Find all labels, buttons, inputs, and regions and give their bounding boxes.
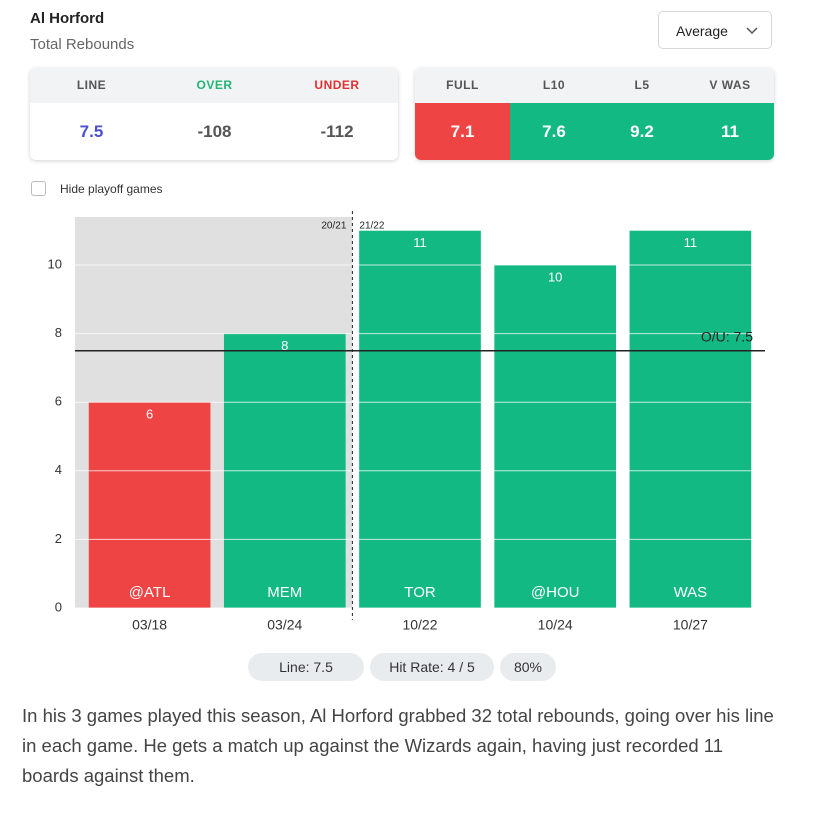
- opponent-label: WAS: [674, 584, 708, 601]
- x-tick-label: 10/22: [402, 617, 437, 633]
- odds-header: [30, 68, 398, 103]
- y-tick-label: 6: [55, 394, 62, 409]
- bar: [629, 230, 752, 608]
- hit-percent-pill: 80%: [500, 653, 556, 681]
- odds-card: LINE OVER UNDER 7.5 -108 -112: [30, 68, 398, 160]
- season-label: 21/22: [359, 221, 384, 232]
- season-label: 20/21: [321, 221, 346, 232]
- analysis-text: In his 3 games played this season, Al Ho…: [22, 705, 774, 786]
- stat-name: Total Rebounds: [30, 36, 135, 53]
- odds-header-cell: UNDER: [314, 78, 360, 92]
- bar: [359, 230, 481, 608]
- x-tick-label: 03/18: [132, 617, 167, 633]
- value-label: 6: [146, 407, 153, 422]
- x-tick-label: 10/27: [673, 617, 708, 633]
- y-tick-label: 10: [48, 256, 62, 271]
- playoff-checkbox[interactable]: [31, 181, 46, 196]
- checkbox-label[interactable]: Hide playoff games: [60, 182, 163, 196]
- dropdown-arrow: [746, 27, 758, 35]
- value-label: 10: [548, 269, 562, 284]
- odds-value: -108: [197, 122, 232, 141]
- line-pill: Line: 7.5: [248, 653, 364, 681]
- odds-header-cell: LINE: [76, 78, 107, 92]
- y-tick-label: 0: [55, 599, 62, 614]
- value-label: 11: [684, 235, 698, 250]
- x-tick-label: 10/24: [538, 617, 573, 633]
- averages-header-cell: L10: [542, 78, 566, 92]
- averages-header: [415, 68, 774, 103]
- averages-header-cell: FULL: [446, 78, 479, 92]
- bar: [494, 265, 617, 608]
- y-tick-label: 2: [55, 531, 62, 546]
- average-dropdown[interactable]: Average: [658, 11, 772, 49]
- odds-value: 7.5: [79, 122, 104, 141]
- opponent-label: @ATL: [129, 584, 171, 601]
- averages-header-cell: V WAS: [709, 78, 751, 92]
- averages-value: 11: [686, 103, 774, 160]
- value-label: 8: [281, 338, 288, 353]
- averages-card: FULL L10 L5 V WAS 7.1 7.6 9.2 11: [415, 68, 774, 160]
- y-tick-label: 4: [55, 462, 62, 477]
- x-tick-label: 03/24: [267, 617, 302, 633]
- averages-value: 7.1: [415, 103, 510, 160]
- value-label: 11: [413, 235, 427, 250]
- odds-header-cell: OVER: [196, 78, 233, 92]
- opponent-label: @HOU: [531, 584, 580, 601]
- opponent-label: TOR: [404, 584, 436, 601]
- over-under-label: O/U: 7.5: [701, 328, 753, 344]
- opponent-label: MEM: [267, 584, 302, 601]
- averages-header-cell: L5: [634, 78, 650, 92]
- chart: 6 @ATL 03/18 8 MEM 03/24 11 TOR 10/22 10 @HOU 10/24…: [48, 211, 765, 633]
- y-tick-label: 8: [55, 325, 62, 340]
- averages-value: 7.6: [510, 103, 598, 160]
- odds-value: -112: [320, 122, 354, 141]
- player-name: Al Horford: [30, 10, 105, 27]
- bar: [88, 402, 211, 608]
- dropdown-value: Average: [676, 23, 728, 39]
- averages-value: 9.2: [598, 103, 686, 160]
- hit-rate-pill: Hit Rate: 4 / 5: [370, 653, 494, 681]
